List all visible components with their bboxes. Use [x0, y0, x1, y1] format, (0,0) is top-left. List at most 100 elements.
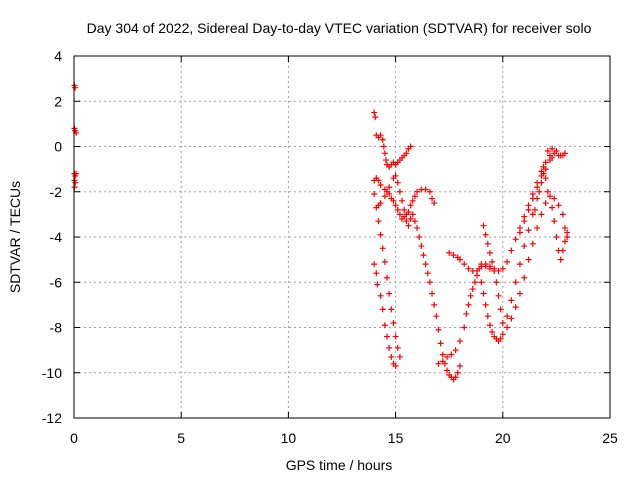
data-point [407, 143, 414, 150]
data-point [382, 157, 389, 164]
data-point [542, 175, 549, 182]
data-point [405, 209, 412, 216]
data-point [534, 184, 541, 191]
data-point [429, 195, 436, 202]
data-point [392, 172, 399, 179]
series-track-i [480, 154, 556, 326]
data-point [439, 351, 446, 358]
data-point [454, 369, 461, 376]
y-tick-label: 4 [54, 48, 62, 64]
data-point [388, 306, 395, 313]
y-tick-label: -4 [50, 229, 63, 245]
x-tick-label: 25 [602, 430, 618, 446]
data-point [394, 206, 401, 213]
data-point [484, 313, 491, 320]
data-point [456, 362, 463, 369]
data-point [426, 279, 433, 286]
data-point [559, 211, 566, 218]
data-point [401, 206, 408, 213]
data-point [525, 206, 532, 213]
data-point [549, 204, 556, 211]
data-point [375, 218, 382, 225]
data-point [553, 148, 560, 155]
data-point [386, 184, 393, 191]
data-point [407, 202, 414, 209]
data-point [482, 301, 489, 308]
data-point [433, 313, 440, 320]
data-point [390, 319, 397, 326]
data-point [512, 236, 519, 243]
data-point [394, 344, 401, 351]
data-point [373, 270, 380, 277]
data-point [540, 163, 547, 170]
data-point [422, 186, 429, 193]
data-point [403, 150, 410, 157]
data-point [561, 238, 568, 245]
data-point [474, 267, 481, 274]
x-tick-label: 10 [281, 430, 297, 446]
data-point [414, 188, 421, 195]
data-point [499, 319, 506, 326]
data-point [71, 184, 78, 191]
data-point [499, 265, 506, 272]
data-point [495, 292, 502, 299]
x-axis-label: GPS time / hours [286, 457, 393, 473]
data-point [452, 347, 459, 354]
data-point [529, 240, 536, 247]
series-track-b [371, 175, 438, 222]
data-point [392, 202, 399, 209]
data-point [384, 333, 391, 340]
data-point [529, 211, 536, 218]
y-tick-label: 2 [54, 93, 62, 109]
y-tick-label: -12 [42, 410, 62, 426]
data-point [508, 247, 515, 254]
y-axis-label: SDTVAR / TECUs [7, 181, 23, 293]
data-point [381, 150, 388, 157]
data-point [516, 229, 523, 236]
chart-title: Day 304 of 2022, Sidereal Day-to-day VTE… [87, 20, 592, 36]
data-point [549, 145, 556, 152]
data-point [555, 202, 562, 209]
data-point [448, 351, 455, 358]
data-point [377, 200, 384, 207]
data-point [564, 229, 571, 236]
data-point [489, 329, 496, 336]
data-point [416, 234, 423, 240]
data-point [444, 353, 451, 360]
data-point [452, 374, 459, 381]
data-point [429, 290, 436, 297]
data-point [534, 224, 541, 231]
data-point [504, 324, 511, 331]
y-tick-label: -2 [50, 184, 63, 200]
data-point [403, 218, 410, 225]
data-point [536, 188, 543, 195]
data-point [480, 290, 487, 297]
data-point [411, 218, 418, 225]
data-point [456, 256, 463, 263]
data-point [561, 150, 568, 157]
plot-frame [73, 55, 611, 419]
data-point [456, 338, 463, 345]
data-point [379, 306, 386, 313]
data-point [531, 206, 538, 213]
data-point [542, 159, 549, 166]
data-point [381, 258, 388, 265]
data-point [471, 279, 478, 286]
data-point [371, 261, 378, 268]
data-point [396, 353, 403, 360]
data-point [431, 200, 438, 207]
data-point [381, 322, 388, 329]
data-point [504, 258, 511, 265]
series-track-c [371, 191, 403, 360]
data-point [409, 197, 416, 204]
y-tick-label: -6 [50, 274, 63, 290]
data-point [478, 263, 485, 270]
data-point [409, 211, 416, 218]
series-track-k [516, 163, 571, 263]
data-point [379, 245, 386, 252]
series-track-f [435, 261, 493, 367]
data-point [557, 256, 564, 263]
data-point [392, 333, 399, 340]
data-point [482, 261, 489, 268]
data-point [377, 181, 384, 188]
